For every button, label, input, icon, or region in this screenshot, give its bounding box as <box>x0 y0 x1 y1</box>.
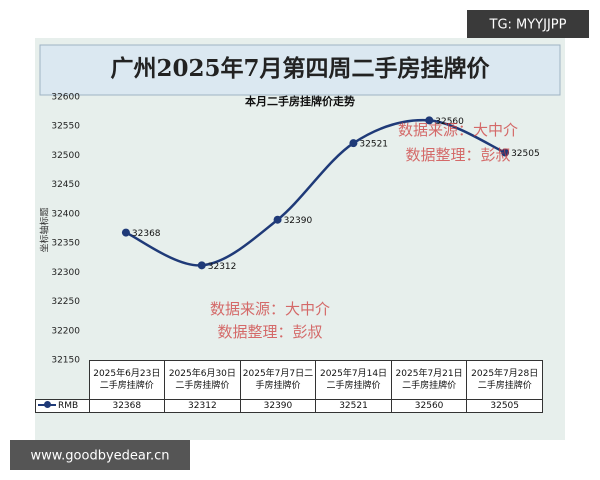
data-label: 32312 <box>208 262 237 272</box>
y-tick-label: 32400 <box>51 209 80 219</box>
x-tick-label: 2025年6月23日二手房挂牌价 <box>88 360 166 400</box>
chart-subtitle: 本月二手房挂牌价走势 <box>245 94 355 108</box>
point <box>349 139 358 148</box>
table-value: 32521 <box>315 398 392 413</box>
table-value: 32505 <box>466 398 543 413</box>
data-table: 2025年6月23日二手房挂牌价 2025年6月30日二手房挂牌价 2025年7月7… <box>35 360 543 413</box>
point <box>273 215 282 224</box>
watermark: www.goodbyedear.cn <box>30 449 169 464</box>
x-tick-label: 2025年6月30日二手房挂牌价 <box>164 360 241 400</box>
legend-marker <box>44 401 51 408</box>
watermark-box <box>10 440 190 470</box>
y-tick-label: 32300 <box>51 268 80 278</box>
x-tick-label: 2025年7月14日二手房挂牌价 <box>315 360 392 400</box>
y-tick-label: 32550 <box>51 122 80 132</box>
table-value: 32368 <box>88 398 166 413</box>
data-label: 32368 <box>132 229 161 239</box>
annotation: 数据整理：彭叔 <box>217 323 322 341</box>
annotation: 数据来源：大中介 <box>398 121 518 139</box>
data-label: 32390 <box>284 216 313 226</box>
y-axis-label: 坐标轴标题 <box>39 207 51 252</box>
point <box>425 116 434 125</box>
y-tick-label: 32150 <box>51 356 80 366</box>
table-value: 32560 <box>390 398 468 413</box>
title-box <box>39 44 561 96</box>
table-value: 32312 <box>164 398 241 413</box>
y-tick-label: 32350 <box>51 239 80 249</box>
data-label: 32560 <box>435 117 464 127</box>
table-header-row: 2025年6月23日二手房挂牌价 2025年6月30日二手房挂牌价 2025年7月7… <box>36 360 543 400</box>
x-tick-label: 2025年7月7日二手房挂牌价 <box>239 360 317 400</box>
legend-label: RMB <box>58 400 79 411</box>
table-row: RMB 32368 32312 32390 32521 32560 32505 <box>35 398 543 413</box>
table-value: 32390 <box>239 398 317 413</box>
data-label: 32521 <box>359 140 388 150</box>
legend-key <box>38 401 56 408</box>
y-tick-label: 32500 <box>51 151 80 161</box>
y-tick-label: 32450 <box>51 180 80 190</box>
y-tick-label: 32200 <box>51 326 80 336</box>
annotation: 数据来源：大中介 <box>210 300 330 318</box>
table-corner <box>36 361 90 400</box>
point <box>501 148 510 157</box>
chart-title: 广州2025年7月第四周二手房挂牌价 <box>110 55 490 82</box>
legend-cell: RMB <box>35 398 90 413</box>
x-tick-label: 2025年7月21日二手房挂牌价 <box>390 360 468 400</box>
point <box>197 261 206 270</box>
line <box>125 118 506 267</box>
watermark-box <box>467 10 589 38</box>
x-tick-label: 2025年7月28日二手房挂牌价 <box>466 360 543 400</box>
watermark: TG: MYYJJPP <box>489 18 567 33</box>
y-tick-label: 32600 <box>51 93 80 103</box>
point <box>121 228 130 237</box>
data-label: 32505 <box>511 149 540 159</box>
y-tick-label: 32250 <box>51 297 80 307</box>
annotation: 数据整理：彭叔 <box>405 146 510 164</box>
